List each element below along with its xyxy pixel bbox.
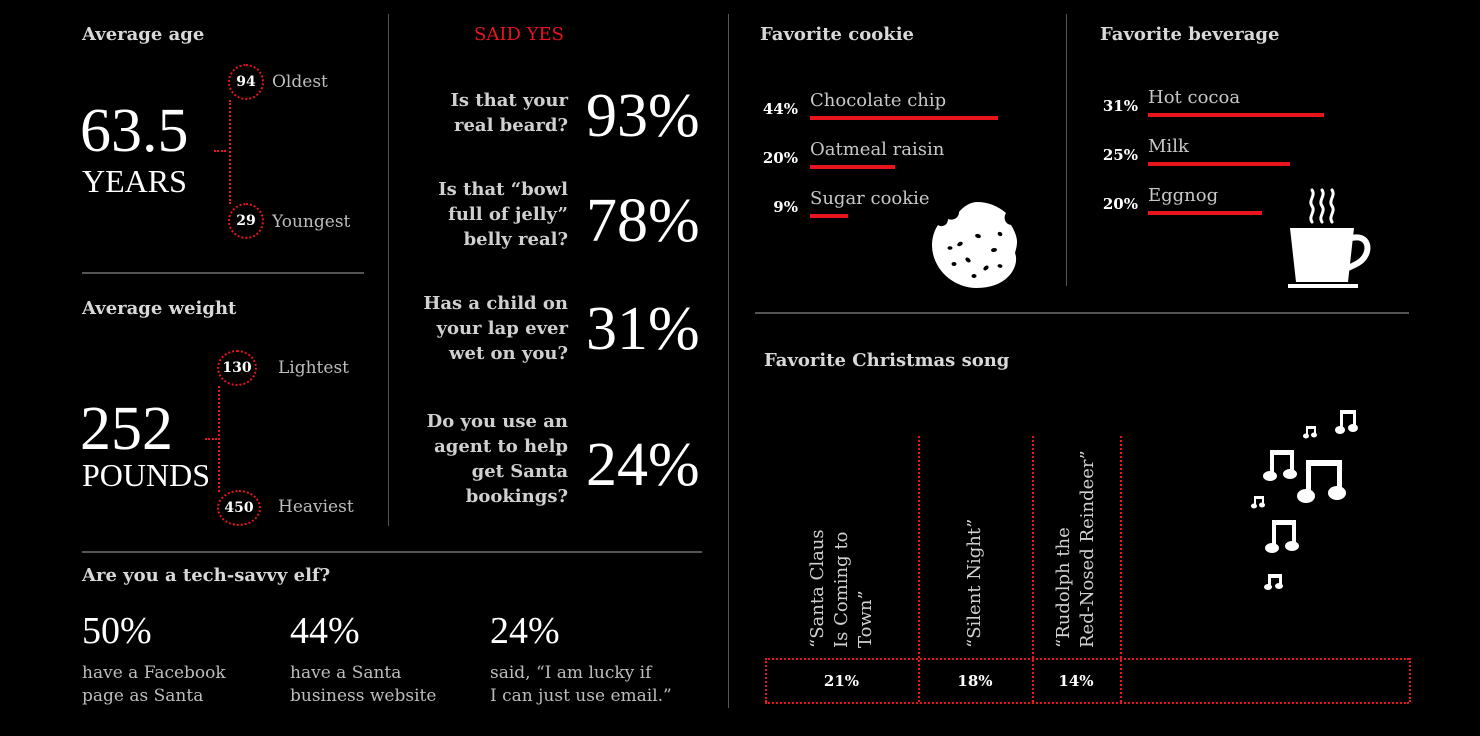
song-title-label: “Rudolph the Red-Nosed Reindeer”	[1053, 450, 1098, 648]
said-yes-percent-2: 78%	[586, 187, 700, 255]
age-oldest-circle: 94	[228, 64, 264, 100]
cookie-percent-label: 9%	[773, 198, 798, 216]
music-notes-icon	[1251, 410, 1358, 590]
said-yes-percent-1: 93%	[586, 82, 700, 150]
age-unit: YEARS	[82, 163, 187, 199]
song-title-label: “Silent Night”	[964, 518, 985, 648]
song-percent-label: 21%	[823, 672, 860, 690]
cookie-icon	[932, 202, 1017, 288]
cookie-bar	[810, 214, 848, 218]
said-yes-question-2: Is that “bowl full of jelly” belly real?	[438, 179, 568, 250]
age-youngest-label: Youngest	[272, 212, 351, 232]
song-table-left-border	[765, 658, 767, 702]
beverage-percent-label: 25%	[1102, 146, 1138, 164]
beverage-category-label: Milk	[1148, 136, 1189, 157]
weight-range-line	[218, 386, 220, 492]
weight-lightest-label: Lightest	[278, 358, 350, 378]
beverage-bar	[1148, 113, 1324, 117]
tech-text-3: said, “I am lucky if I can just use email…	[490, 663, 672, 706]
weight-unit: POUNDS	[82, 457, 211, 493]
age-value: 63.5	[80, 97, 189, 165]
age-connector	[214, 150, 226, 152]
beverage-percent-label: 31%	[1102, 97, 1138, 115]
weight-lightest-circle: 130	[217, 350, 257, 386]
song-heading: Favorite Christmas song	[764, 350, 1010, 371]
song-title-label: “Santa Claus Is Coming to Town”	[807, 529, 876, 648]
tech-percent-2: 44%	[290, 610, 360, 652]
weight-value: 252	[80, 395, 173, 463]
beverage-bar	[1148, 162, 1290, 166]
song-column-divider	[1032, 436, 1034, 702]
cookie-percent-label: 44%	[762, 100, 798, 118]
weight-heading: Average weight	[82, 298, 237, 319]
age-youngest-circle: 29	[228, 203, 264, 239]
beverage-heading: Favorite beverage	[1100, 24, 1280, 45]
song-table-bottom-border	[765, 702, 1409, 704]
song-column-divider	[918, 436, 920, 702]
beverage-category-label: Hot cocoa	[1148, 87, 1241, 108]
divider-vertical-right	[1066, 14, 1067, 286]
song-percent-label: 18%	[957, 672, 993, 690]
tech-text-1: have a Facebook page as Santa	[82, 663, 226, 706]
divider-vertical-left	[388, 14, 389, 526]
tech-text-2: have a Santa business website	[290, 663, 437, 706]
song-column-divider	[1120, 436, 1122, 702]
coffee-cup-icon	[1288, 188, 1371, 288]
age-oldest-label: Oldest	[272, 72, 328, 92]
cookie-category-label: Sugar cookie	[810, 188, 930, 209]
cookie-category-label: Chocolate chip	[810, 90, 947, 111]
cookie-bar	[810, 165, 895, 169]
said-yes-percent-4: 24%	[586, 431, 700, 499]
divider-age-weight	[82, 272, 364, 274]
tech-heading: Are you a tech-savvy elf?	[82, 565, 331, 586]
beverage-category-label: Eggnog	[1148, 185, 1219, 206]
said-yes-heading: SAID YES	[474, 24, 564, 45]
age-range-line	[229, 100, 231, 204]
cookie-percent-label: 20%	[762, 149, 798, 167]
song-table-top-border	[765, 658, 1409, 660]
weight-heaviest-circle: 450	[217, 490, 261, 526]
said-yes-question-3: Has a child on your lap ever wet on you?	[423, 293, 568, 364]
cookie-category-label: Oatmeal raisin	[810, 139, 945, 160]
said-yes-question-4: Do you use an agent to help get Santa booki…	[426, 411, 568, 507]
cookie-bar	[810, 116, 998, 120]
weight-heaviest-label: Heaviest	[278, 497, 354, 517]
said-yes-question-1: Is that your real beard?	[450, 90, 568, 136]
beverage-percent-label: 20%	[1102, 195, 1138, 213]
divider-vertical-mid	[728, 14, 729, 708]
beverage-bar	[1148, 211, 1262, 215]
said-yes-percent-3: 31%	[586, 295, 700, 363]
tech-percent-3: 24%	[490, 610, 560, 652]
age-heading: Average age	[82, 24, 205, 45]
divider-song	[755, 312, 1409, 314]
divider-tech	[82, 551, 702, 553]
song-table-right-border	[1409, 658, 1411, 702]
cookie-heading: Favorite cookie	[760, 24, 915, 45]
song-percent-label: 14%	[1058, 672, 1094, 690]
weight-connector	[205, 438, 217, 440]
tech-percent-1: 50%	[82, 610, 152, 652]
